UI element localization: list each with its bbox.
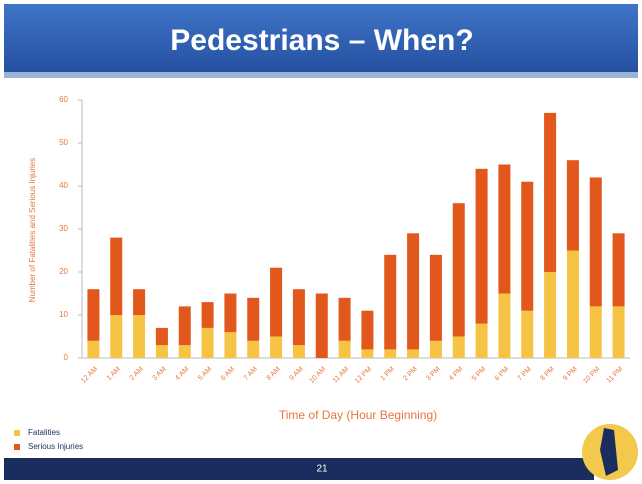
banner-strip — [4, 72, 638, 78]
bar-segment — [407, 349, 420, 358]
bar-segment — [407, 233, 420, 350]
bar-segment — [589, 177, 602, 307]
legend-label: Fatalities — [28, 428, 60, 437]
y-tick-label: 50 — [59, 138, 68, 147]
x-axis-label: Time of Day (Hour Beginning) — [279, 408, 437, 422]
bar-segment — [475, 168, 488, 324]
bar-segment — [612, 233, 625, 307]
title-banner — [4, 4, 638, 74]
bar-segment — [270, 336, 283, 358]
bar-segment — [521, 310, 534, 358]
bar-segment — [544, 112, 557, 273]
bar-segment — [178, 345, 191, 358]
bar-segment — [612, 306, 625, 358]
y-tick-label: 10 — [59, 310, 68, 319]
bar-segment — [338, 340, 351, 358]
legend-swatch — [14, 444, 20, 450]
bar-segment — [429, 340, 442, 358]
footer-bar — [4, 458, 594, 480]
bar-segment — [247, 297, 260, 341]
bar-segment — [452, 336, 465, 358]
bar-segment — [361, 349, 374, 358]
bar-segment — [521, 181, 534, 311]
bar-segment — [201, 302, 214, 328]
slide-title: Pedestrians – When? — [170, 24, 473, 57]
page-number: 21 — [316, 464, 328, 475]
bar-segment — [315, 293, 328, 358]
bar-segment — [452, 203, 465, 337]
bar-segment — [155, 345, 168, 358]
bar-segment — [498, 293, 511, 358]
bar-segment — [566, 250, 579, 358]
bar-segment — [224, 293, 237, 333]
bar-segment — [155, 327, 168, 346]
bar-segment — [87, 289, 100, 341]
bar-segment — [247, 340, 260, 358]
bar-segment — [361, 310, 374, 350]
bar-segment — [201, 327, 214, 358]
y-axis-label: Number of Fatalities and Serious Injurie… — [28, 158, 37, 303]
logo — [582, 424, 638, 480]
logo-shape — [600, 428, 618, 476]
bar-segment — [338, 297, 351, 341]
bar-segment — [544, 272, 557, 358]
bar-segment — [110, 315, 123, 358]
legend-label: Serious Injuries — [28, 442, 83, 451]
y-tick-label: 0 — [64, 353, 69, 362]
bar-segment — [475, 323, 488, 358]
bar-segment — [292, 289, 305, 346]
y-tick-label: 30 — [59, 224, 68, 233]
bar-segment — [133, 289, 146, 315]
y-tick-label: 40 — [59, 181, 68, 190]
y-tick-label: 60 — [59, 95, 68, 104]
bar-segment — [270, 267, 283, 337]
bar-segment — [110, 237, 123, 315]
bar-segment — [589, 306, 602, 358]
bar-segment — [133, 315, 146, 358]
bar-segment — [498, 164, 511, 294]
bar-segment — [429, 254, 442, 341]
bar-segment — [178, 306, 191, 346]
y-tick-label: 20 — [59, 267, 68, 276]
bar-segment — [224, 332, 237, 358]
bar-segment — [384, 349, 397, 358]
bar-segment — [292, 345, 305, 358]
bar-segment — [87, 340, 100, 358]
bar-segment — [384, 254, 397, 350]
legend-swatch — [14, 430, 20, 436]
bar-segment — [566, 160, 579, 251]
